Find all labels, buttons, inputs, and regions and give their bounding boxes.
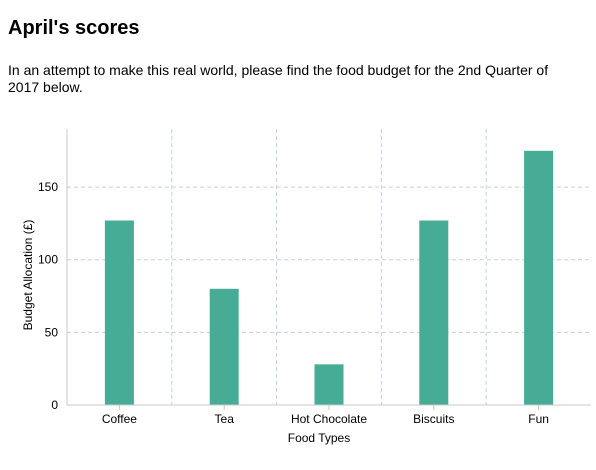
y-axis-label: Budget Allocation (£) (21, 220, 35, 331)
bar-tea (209, 288, 239, 405)
y-tick-label: 0 (51, 398, 58, 412)
chart-svg: 0 50 100 150 Coffee Tea Hot Chocolate Biscuits F… (21, 129, 591, 445)
bar-fun (524, 150, 554, 405)
x-tick-label: Biscuits (413, 412, 454, 426)
x-tick-label: Coffee (102, 412, 137, 426)
bar-biscuits (419, 220, 449, 405)
y-tick-label: 100 (38, 253, 58, 267)
y-tick-label: 150 (38, 180, 58, 194)
bar-hot-chocolate (314, 364, 344, 405)
bars (104, 150, 554, 405)
x-axis-label: Food Types (288, 431, 350, 445)
intro-text: In an attempt to make this real world, p… (8, 62, 549, 95)
bar-coffee (104, 220, 134, 405)
x-tick-label: Tea (215, 412, 235, 426)
page-title: April's scores (8, 17, 140, 39)
axes (66, 129, 591, 410)
tick-labels: 0 50 100 150 Coffee Tea Hot Chocolate Biscuits F… (38, 180, 549, 426)
x-tick-label: Fun (528, 412, 549, 426)
x-tick-label: Hot Chocolate (291, 412, 367, 426)
grid-lines (67, 129, 591, 405)
budget-bar-chart: 0 50 100 150 Coffee Tea Hot Chocolate Biscuits F… (0, 120, 596, 460)
y-tick-label: 50 (45, 325, 59, 339)
